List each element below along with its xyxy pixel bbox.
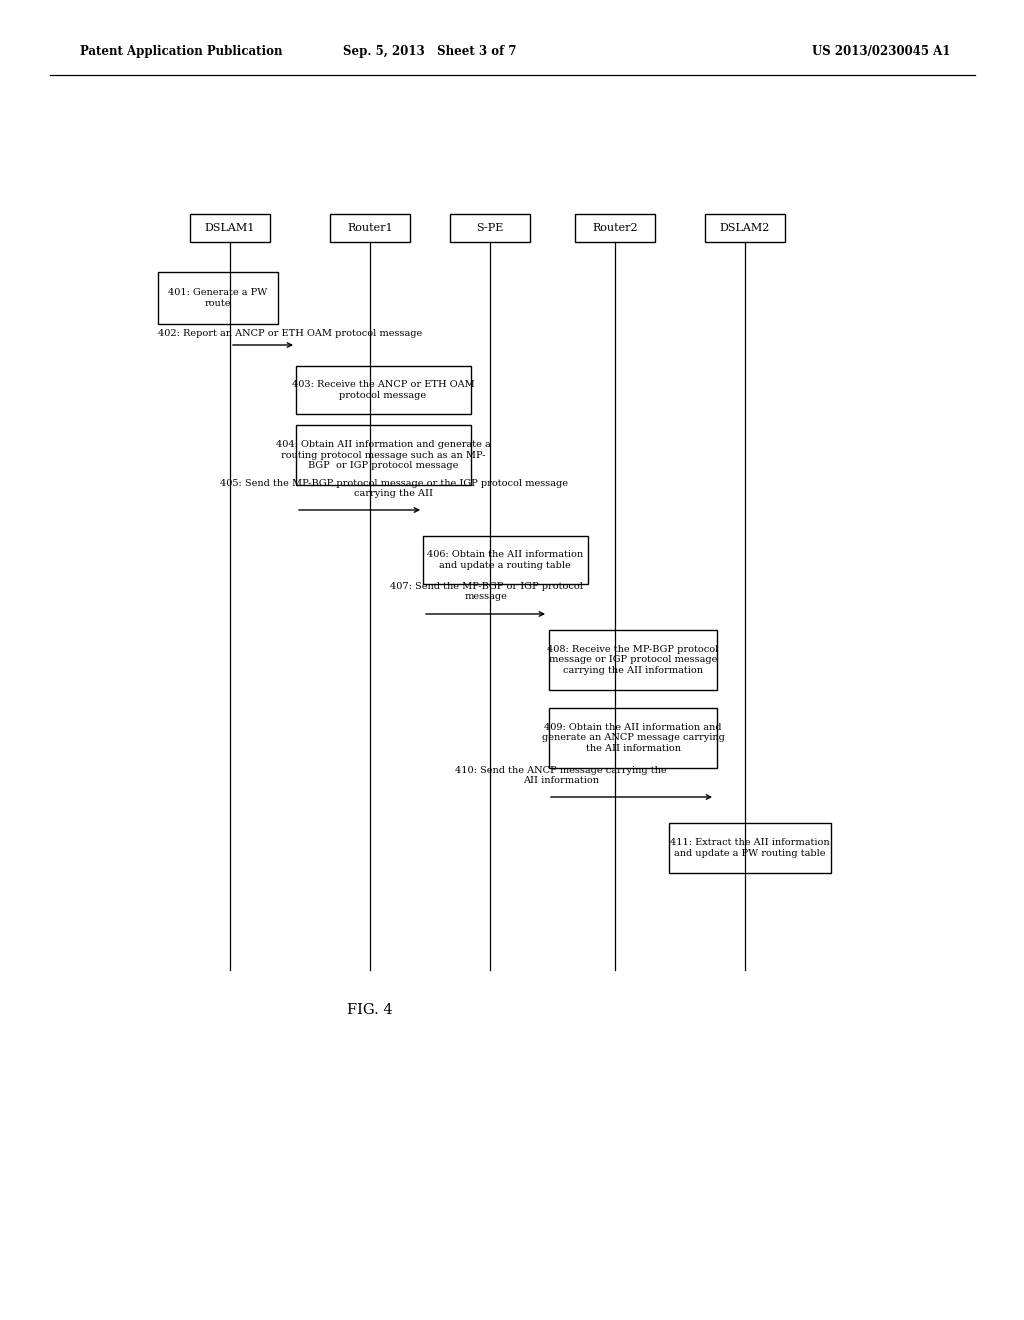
Text: DSLAM2: DSLAM2 — [720, 223, 770, 234]
Text: S-PE: S-PE — [476, 223, 504, 234]
Bar — [549, 708, 717, 768]
Text: Sep. 5, 2013   Sheet 3 of 7: Sep. 5, 2013 Sheet 3 of 7 — [343, 45, 517, 58]
Text: 408: Receive the MP-BGP protocol
message or IGP protocol message
carrying the AI: 408: Receive the MP-BGP protocol message… — [548, 645, 719, 675]
Text: 402: Report an ANCP or ETH OAM protocol message: 402: Report an ANCP or ETH OAM protocol … — [158, 329, 422, 338]
Text: 407: Send the MP-BGP or IGP protocol
message: 407: Send the MP-BGP or IGP protocol mes… — [390, 582, 583, 601]
Bar — [296, 366, 470, 414]
Bar — [190, 214, 270, 242]
Bar — [330, 214, 410, 242]
Text: 406: Obtain the AII information
and update a routing table: 406: Obtain the AII information and upda… — [427, 550, 583, 570]
Text: 405: Send the MP-BGP protocol message or the IGP protocol message
carrying the A: 405: Send the MP-BGP protocol message or… — [220, 479, 568, 498]
Text: FIG. 4: FIG. 4 — [347, 1003, 393, 1016]
Text: Router2: Router2 — [592, 223, 638, 234]
Text: 409: Obtain the AII information and
generate an ANCP message carrying
the AII in: 409: Obtain the AII information and gene… — [542, 723, 724, 752]
Bar — [158, 272, 278, 323]
Bar — [575, 214, 655, 242]
Bar — [549, 630, 717, 690]
Text: 410: Send the ANCP message carrying the
AII information: 410: Send the ANCP message carrying the … — [455, 766, 667, 785]
Bar — [423, 536, 588, 583]
Bar — [296, 425, 470, 484]
Text: 403: Receive the ANCP or ETH OAM
protocol message: 403: Receive the ANCP or ETH OAM protoco… — [292, 380, 474, 400]
Text: DSLAM1: DSLAM1 — [205, 223, 255, 234]
Bar — [669, 822, 831, 873]
Bar — [705, 214, 785, 242]
Bar — [450, 214, 530, 242]
Text: US 2013/0230045 A1: US 2013/0230045 A1 — [812, 45, 950, 58]
Text: Patent Application Publication: Patent Application Publication — [80, 45, 283, 58]
Text: 401: Generate a PW
route: 401: Generate a PW route — [168, 288, 267, 308]
Text: 411: Extract the AII information
and update a PW routing table: 411: Extract the AII information and upd… — [670, 838, 829, 858]
Text: Router1: Router1 — [347, 223, 393, 234]
Text: 404: Obtain AII information and generate a
routing protocol message such as an M: 404: Obtain AII information and generate… — [275, 440, 490, 470]
